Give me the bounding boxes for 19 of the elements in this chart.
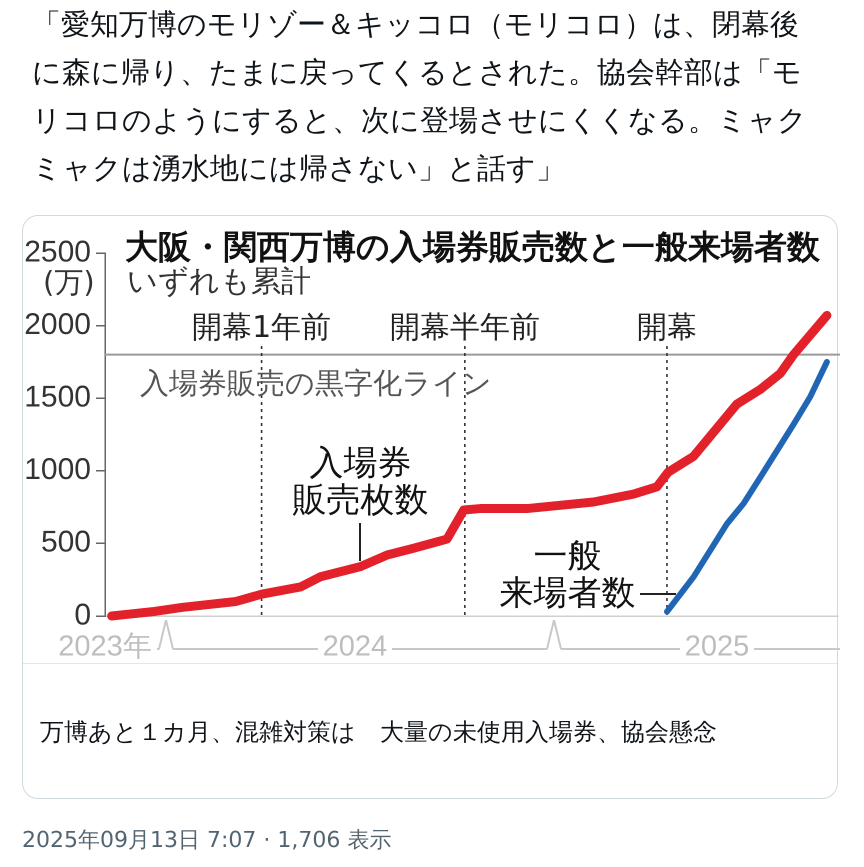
x-tick-label: 2025 bbox=[684, 630, 750, 662]
ref-line-label: 開幕半年前 bbox=[390, 310, 540, 346]
ref-line-label: 開幕 bbox=[636, 310, 697, 346]
y-tick-label: 1500 bbox=[24, 380, 91, 414]
chart-subtitle: いずれも累計 bbox=[127, 264, 311, 300]
y-tick-label: 2000 bbox=[24, 308, 91, 341]
x-tick-label: 2024 bbox=[322, 630, 388, 662]
chart-title: 大阪・関西万博の入場券販売数と一般来場者数 bbox=[125, 227, 820, 266]
y-tick-label: 500 bbox=[40, 526, 91, 559]
x-tick-label: 2023年 bbox=[58, 630, 152, 662]
series-label: 一般来場者数 bbox=[499, 536, 636, 614]
series-label: 入場券販売枚数 bbox=[292, 442, 428, 520]
text: 2025年09月13日 7:07 · 1,706 表示 bbox=[22, 827, 392, 855]
y-tick-label: 0 bbox=[74, 598, 91, 632]
text: 万博あと１カ月、混雑対策は 大量の未使用入場券、協会懸念 bbox=[40, 717, 717, 748]
text: 「愛知万博のモリゾー＆キッコロ（モリコロ）は、閉幕後に森に帰り、たまに戻ってくるとされた。協会幹部は「モリコロのようにすると、次に登場させにくくなる。ミャクミャクは湧水地には帰さない」と話す」 bbox=[32, 6, 808, 187]
ref-line-label: 開幕1年前 bbox=[192, 310, 332, 346]
y-tick-label: 1000 bbox=[24, 453, 91, 486]
ref-line-label: 入場券販売の黒字化ライン bbox=[140, 366, 492, 400]
